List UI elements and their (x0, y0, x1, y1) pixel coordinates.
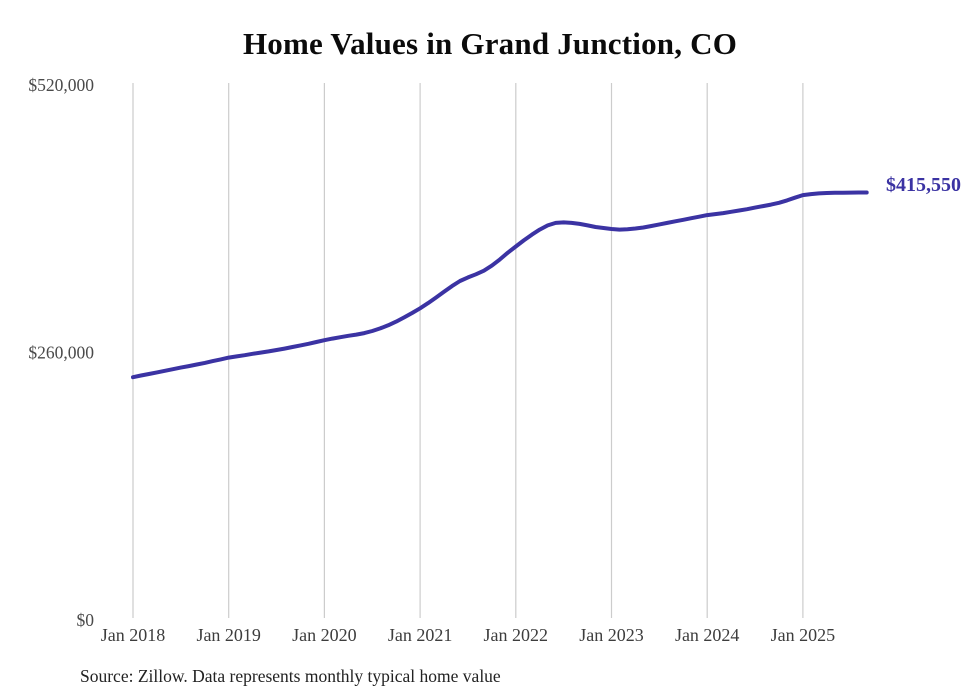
x-axis-tick-label: Jan 2023 (579, 625, 644, 645)
x-axis-tick-label: Jan 2022 (484, 625, 549, 645)
x-axis-tick-label: Jan 2021 (388, 625, 453, 645)
home-value-line-series (131, 190, 869, 380)
y-axis-tick-label: $520,000 (28, 75, 94, 95)
chart-title: Home Values in Grand Junction, CO (242, 26, 738, 61)
x-axis-tick-label: Jan 2019 (196, 625, 261, 645)
y-axis-tick-label: $260,000 (28, 343, 94, 363)
y-axis-tick-label: $0 (77, 610, 95, 630)
x-axis-tick-label: Jan 2024 (675, 625, 740, 645)
x-axis-tick-label: Jan 2020 (292, 625, 357, 645)
source-note: Source: Zillow. Data represents monthly … (80, 666, 501, 686)
latest-value-label: $415,550 (886, 174, 961, 196)
x-axis-tick-label: Jan 2025 (771, 625, 836, 645)
x-axis-tick-label: Jan 2018 (101, 625, 166, 645)
